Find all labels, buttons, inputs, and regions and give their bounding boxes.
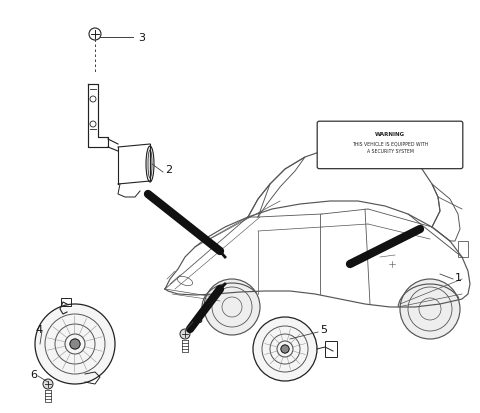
Text: THIS VEHICLE IS EQUIPPED WITH
A SECURITY SYSTEM: THIS VEHICLE IS EQUIPPED WITH A SECURITY… <box>352 142 428 154</box>
Circle shape <box>43 379 53 389</box>
Circle shape <box>35 304 115 384</box>
Ellipse shape <box>146 147 154 183</box>
Text: 3: 3 <box>138 33 145 43</box>
Text: 4: 4 <box>35 324 42 334</box>
Circle shape <box>281 345 289 353</box>
Text: 2: 2 <box>165 165 172 175</box>
Text: 5: 5 <box>320 324 327 334</box>
Text: 6: 6 <box>195 314 202 324</box>
Text: WARNING: WARNING <box>375 131 405 136</box>
Text: 1: 1 <box>455 272 462 282</box>
Circle shape <box>180 329 190 339</box>
Circle shape <box>70 339 80 349</box>
Circle shape <box>204 279 260 335</box>
FancyBboxPatch shape <box>317 122 463 169</box>
Circle shape <box>400 279 460 339</box>
Text: 6: 6 <box>30 369 37 379</box>
Circle shape <box>253 317 317 381</box>
